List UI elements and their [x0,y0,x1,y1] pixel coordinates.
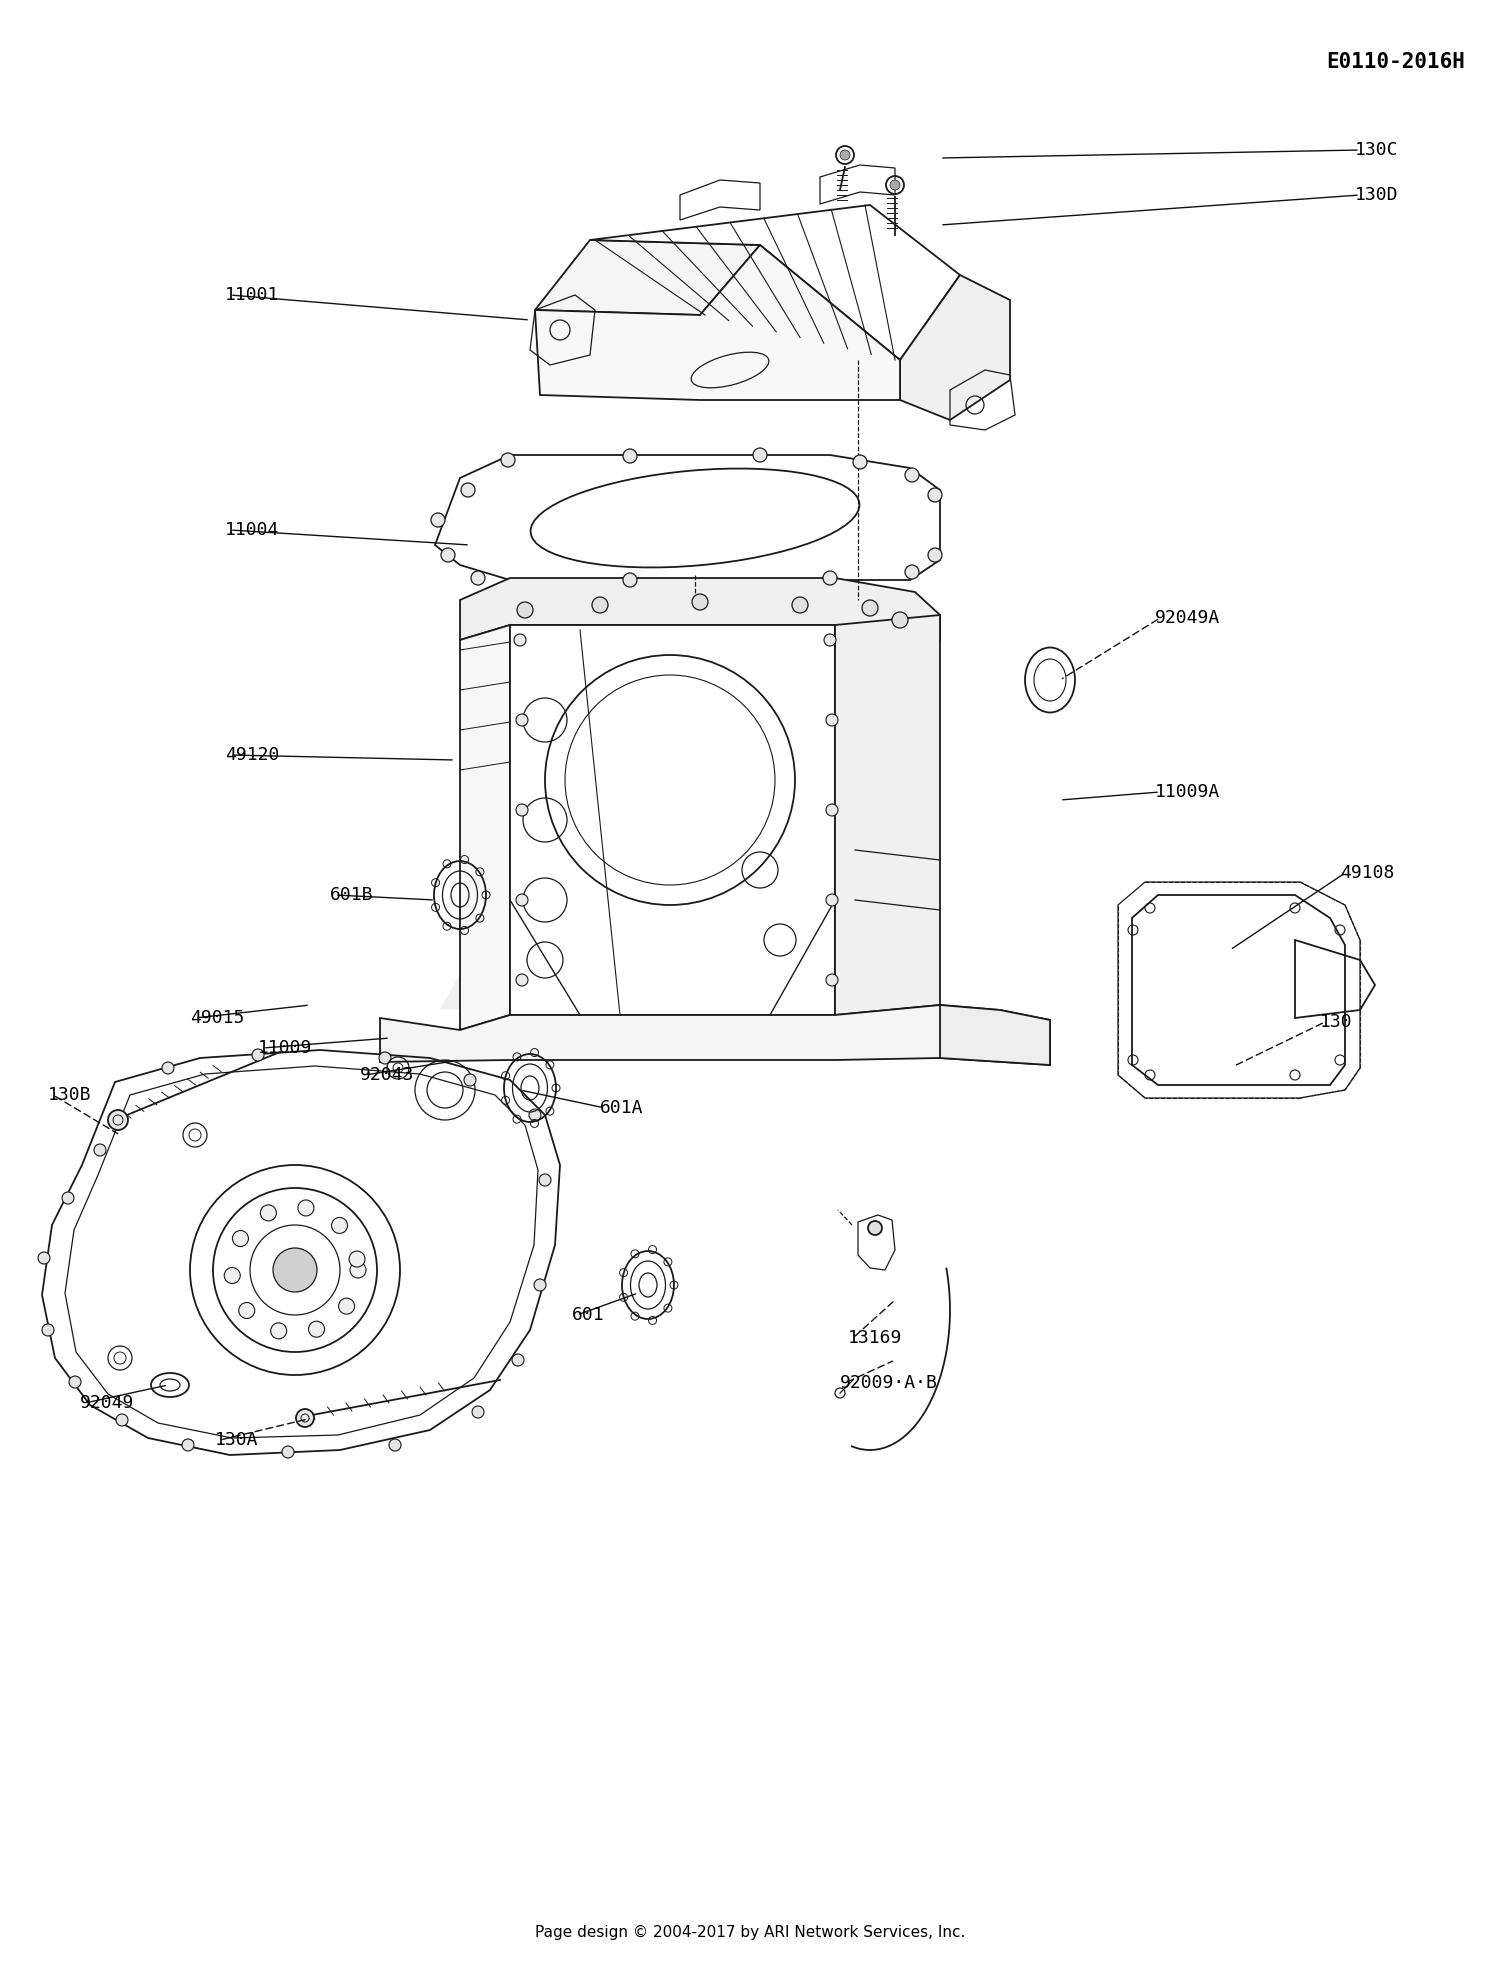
Circle shape [232,1230,249,1246]
Text: 49015: 49015 [190,1008,244,1026]
Circle shape [827,714,839,726]
Circle shape [296,1409,314,1426]
Circle shape [62,1193,74,1205]
Text: 11009A: 11009A [1155,783,1221,800]
Polygon shape [460,626,510,1030]
Circle shape [538,1173,550,1185]
Circle shape [270,1322,286,1338]
Circle shape [853,455,867,469]
Circle shape [94,1144,106,1156]
Circle shape [388,1438,400,1452]
Polygon shape [460,579,940,640]
Circle shape [273,1248,316,1293]
Circle shape [516,714,528,726]
Circle shape [868,1220,882,1234]
Circle shape [460,483,476,496]
Circle shape [42,1324,54,1336]
Text: 601A: 601A [600,1099,644,1116]
Text: 130B: 130B [48,1087,92,1105]
Text: 130A: 130A [214,1430,258,1450]
Text: 11009: 11009 [258,1040,312,1058]
Text: 130C: 130C [1354,141,1398,159]
Circle shape [516,804,528,816]
Circle shape [928,547,942,561]
Polygon shape [380,1005,1050,1065]
Circle shape [824,634,836,645]
Circle shape [890,181,900,190]
Circle shape [824,571,837,585]
Text: 11001: 11001 [225,286,279,304]
Circle shape [339,1299,354,1315]
Circle shape [441,547,454,561]
Circle shape [516,973,528,987]
Circle shape [592,596,608,612]
Circle shape [350,1262,366,1277]
Polygon shape [510,626,836,1014]
Circle shape [514,634,526,645]
Polygon shape [940,1005,1050,1065]
Circle shape [622,449,638,463]
Text: 49120: 49120 [225,746,279,763]
Circle shape [512,1354,524,1366]
Text: ARI: ARI [453,846,867,1054]
Polygon shape [590,204,960,359]
Text: 92043: 92043 [360,1065,414,1083]
Text: Page design © 2004-2017 by ARI Network Services, Inc.: Page design © 2004-2017 by ARI Network S… [536,1925,964,1940]
Circle shape [892,612,908,628]
Text: 13169: 13169 [847,1328,903,1348]
Text: 49108: 49108 [1340,863,1395,883]
Circle shape [238,1303,255,1318]
Circle shape [827,804,839,816]
Circle shape [252,1050,264,1061]
Circle shape [928,489,942,502]
Circle shape [350,1252,364,1267]
Circle shape [753,447,766,461]
Circle shape [224,1267,240,1283]
Circle shape [792,596,808,612]
Circle shape [840,149,850,161]
Polygon shape [900,275,1010,420]
Circle shape [298,1201,314,1216]
Text: 130D: 130D [1354,186,1398,204]
Circle shape [430,512,445,528]
Circle shape [530,1109,542,1120]
Circle shape [501,453,515,467]
Polygon shape [536,245,900,400]
Polygon shape [536,239,760,316]
Circle shape [38,1252,50,1264]
Text: 92049: 92049 [80,1393,135,1413]
Circle shape [69,1375,81,1387]
Circle shape [282,1446,294,1458]
Text: 92049A: 92049A [1155,608,1221,628]
Circle shape [380,1052,392,1063]
Text: 130: 130 [1320,1012,1353,1030]
Text: 601B: 601B [330,887,374,904]
Text: E0110-2016H: E0110-2016H [1326,53,1466,73]
Circle shape [182,1438,194,1452]
Circle shape [261,1205,276,1220]
Circle shape [464,1073,476,1087]
Circle shape [692,594,708,610]
Circle shape [904,565,920,579]
Circle shape [516,895,528,906]
Circle shape [309,1320,324,1338]
Text: 601: 601 [572,1307,604,1324]
Circle shape [472,1407,484,1419]
Circle shape [827,895,839,906]
Circle shape [904,469,920,483]
Text: 11004: 11004 [225,522,279,540]
Circle shape [827,973,839,987]
Circle shape [518,602,532,618]
Circle shape [116,1415,128,1426]
Circle shape [471,571,484,585]
Circle shape [108,1110,128,1130]
Circle shape [622,573,638,587]
Circle shape [162,1061,174,1073]
Circle shape [332,1218,348,1234]
Circle shape [862,600,877,616]
Polygon shape [836,614,940,1014]
Text: 92009·A·B: 92009·A·B [840,1373,938,1391]
Circle shape [534,1279,546,1291]
